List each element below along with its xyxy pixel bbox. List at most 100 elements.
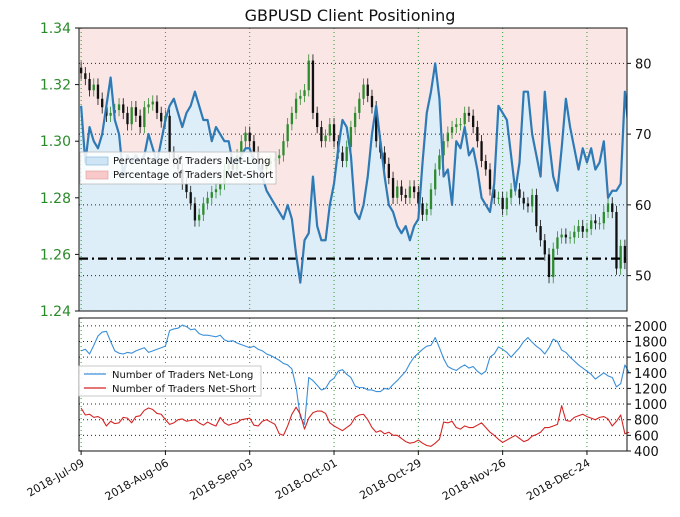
candle-body: [138, 115, 142, 128]
candle-body: [400, 186, 403, 195]
band-net-long: [247, 148, 253, 311]
band-net-short: [412, 28, 417, 227]
series-line-net-long-pct: [80, 62, 627, 284]
band-net-short: [154, 28, 160, 163]
candle-body: [299, 95, 302, 99]
legend-label-net-long-count: Number of Traders Net-Long: [112, 370, 253, 381]
band-net-long: [412, 226, 417, 311]
band-net-short: [175, 28, 181, 113]
candle-body: [594, 220, 597, 224]
band-net-long: [154, 162, 160, 311]
candle-body: [92, 84, 95, 91]
right-tick-label: 600: [634, 429, 659, 444]
band-net-short: [475, 28, 480, 170]
band-net-short: [230, 28, 236, 163]
band-net-short: [251, 28, 257, 163]
band-net-short: [306, 28, 312, 234]
band-net-short: [264, 28, 270, 191]
band-net-short: [327, 28, 333, 205]
candle-body: [623, 245, 627, 263]
band-net-short: [399, 28, 404, 234]
candle-body: [332, 124, 336, 142]
left-tick-label: 1.28: [40, 191, 71, 207]
band-net-short: [112, 28, 118, 120]
band-net-short: [610, 28, 615, 191]
band-net-short: [146, 28, 152, 135]
band-net-long: [340, 119, 345, 311]
candle-body: [134, 107, 138, 116]
band-net-short: [618, 28, 624, 184]
top-legend: Percentage of Traders Net-Long Percentag…: [79, 151, 277, 185]
band-net-short: [348, 28, 354, 156]
band-net-short: [407, 28, 413, 241]
candle-body: [366, 84, 369, 96]
band-net-long: [487, 211, 493, 311]
band-net-short: [361, 28, 367, 205]
band-net-long: [146, 134, 152, 311]
band-net-long: [213, 127, 219, 311]
band-net-short: [100, 28, 105, 135]
band-net-short: [492, 28, 497, 184]
band-net-short: [188, 28, 194, 106]
left-tick-label: 1.26: [40, 247, 71, 263]
band-net-long: [610, 190, 615, 311]
band-net-long: [576, 169, 582, 311]
right-tick-label: 1000: [634, 398, 667, 413]
band-net-short: [365, 28, 371, 177]
band-net-long: [108, 77, 114, 311]
band-net-long: [243, 148, 249, 311]
right-tick-label: 1400: [634, 367, 667, 382]
band-net-long: [471, 148, 476, 311]
band-net-short: [150, 28, 156, 149]
right-tick-label: 1600: [634, 351, 667, 366]
candle-body: [189, 192, 192, 204]
candle-body: [442, 141, 445, 156]
band-net-long: [150, 148, 156, 311]
band-net-long: [277, 211, 282, 311]
band-net-short: [546, 28, 552, 142]
band-net-short: [386, 28, 392, 205]
band-net-short: [382, 28, 388, 177]
candle-body: [535, 194, 538, 227]
band-net-long: [365, 176, 371, 311]
band-net-short: [369, 28, 375, 135]
band-net-long: [171, 98, 177, 311]
candle-body: [421, 203, 424, 215]
band-net-long: [331, 183, 337, 311]
candle-body: [530, 194, 534, 207]
candle-body: [585, 228, 589, 232]
band-net-long: [298, 282, 303, 311]
candle-body: [88, 78, 91, 91]
candle-body: [143, 107, 146, 128]
band-net-short: [218, 28, 223, 135]
band-net-long: [91, 141, 97, 311]
band-net-long: [268, 197, 274, 311]
band-net-long: [369, 134, 375, 311]
candle-body: [526, 203, 530, 207]
band-net-long: [142, 155, 147, 311]
band-net-short: [403, 28, 409, 227]
band-net-long: [420, 162, 426, 311]
band-net-long: [159, 141, 164, 311]
band-net-long: [306, 233, 312, 311]
band-net-long: [378, 141, 383, 311]
candle-body: [488, 169, 492, 190]
legend-swatch-net-short: [85, 170, 109, 180]
band-net-short: [239, 28, 244, 156]
candle-body: [117, 104, 121, 111]
band-net-long: [504, 119, 510, 311]
candle-body: [619, 245, 622, 269]
right-tick-label: 80: [635, 57, 652, 72]
band-net-long: [310, 176, 316, 311]
band-net-short: [285, 28, 291, 205]
band-net-short: [584, 28, 590, 163]
candle-body: [383, 152, 386, 164]
band-net-short: [260, 28, 265, 177]
band-net-short: [466, 28, 472, 156]
right-tick-label: 50: [635, 270, 652, 285]
candle-body: [349, 127, 353, 147]
band-net-long: [597, 162, 603, 311]
candle-body: [202, 203, 205, 215]
band-net-short: [521, 28, 527, 92]
band-net-short: [180, 28, 185, 128]
